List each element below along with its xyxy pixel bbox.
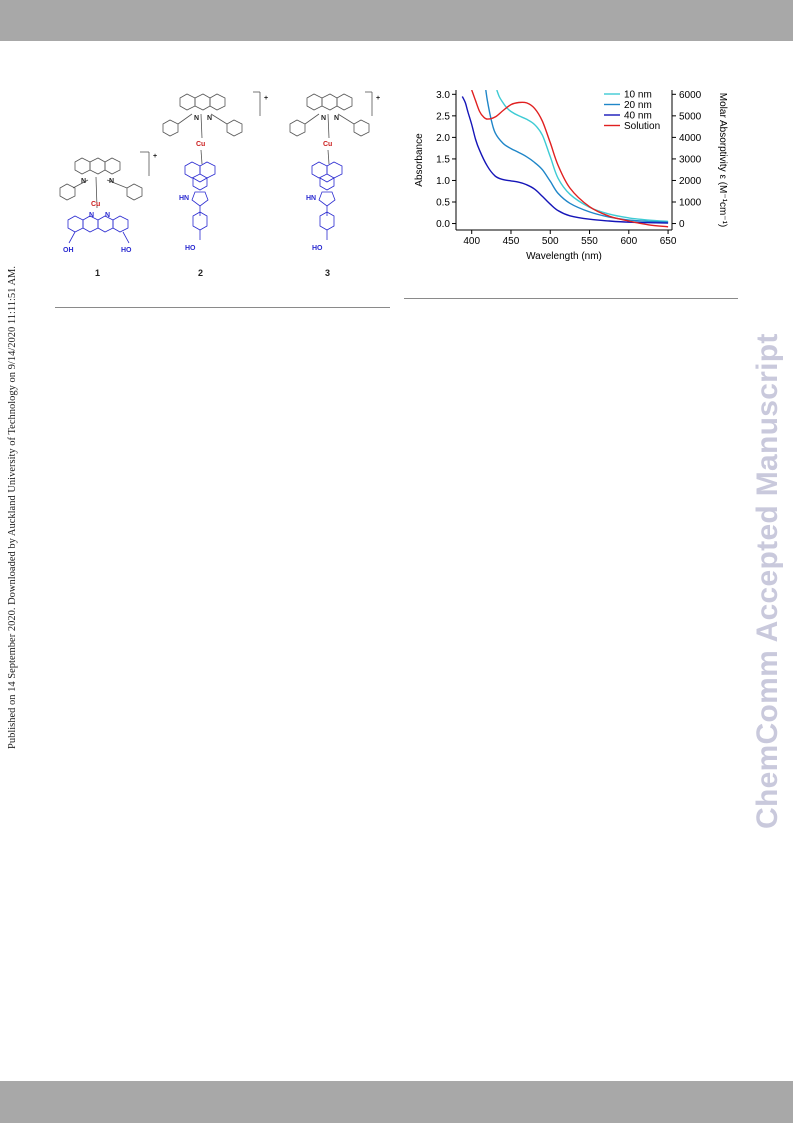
y2-tick-label: 0 [679,219,685,230]
y2-tick-label: 2000 [679,176,702,187]
figure-rule-right [404,298,738,299]
metal-label: Cu [196,141,205,148]
complex-1-structure [59,157,143,209]
charge-2: + [264,95,268,102]
y2-tick-label: 4000 [679,133,702,144]
complex-1-ligand [67,215,130,244]
atom-ho: HO [312,245,323,252]
footer-bar [0,1081,793,1123]
y2-axis-title: Molar Absorptivity ε (M⁻¹cm⁻¹) [717,93,728,227]
y-tick-label: 0.5 [436,198,450,209]
legend-label: Solution [624,121,660,132]
y-axis-title: Absorbance [414,133,425,187]
atom-n: N [194,115,199,122]
legend-label: 40 nm [624,111,652,122]
atom-n: N [334,115,339,122]
atom-ho: HO [121,247,132,254]
figure-rule-left [55,307,390,308]
complex-structures-figure: N N Cu N N OH HO + N N Cu HN HO + N N Cu… [59,91,380,278]
x-tick-label: 400 [463,236,480,247]
complex-3-structure [289,91,373,165]
y2-tick-label: 3000 [679,154,702,165]
complex-3-ligand [311,161,343,240]
x-tick-label: 550 [581,236,598,247]
series-line-10-nm [496,90,669,223]
metal-label: Cu [323,141,332,148]
series-line-solution [471,90,669,228]
atom-hn: HN [306,195,316,202]
publication-note: Published on 14 September 2020. Download… [7,266,18,749]
atom-oh: OH [63,247,74,254]
legend-label: 20 nm [624,100,652,111]
complex-2-structure [162,91,261,165]
atom-n: N [89,212,94,219]
header-bar [0,0,793,41]
atom-n: N [321,115,326,122]
x-tick-label: 600 [620,236,637,247]
charge-1: + [153,153,157,160]
charge-3: + [376,95,380,102]
atom-n: N [81,178,86,185]
y-tick-label: 1.0 [436,176,450,187]
y2-tick-label: 5000 [679,111,702,122]
y-tick-label: 1.5 [436,154,450,165]
x-tick-label: 500 [542,236,559,247]
absorbance-chart: 400 450 500 550 600 650 0.0 0.5 1.0 1.5 2.0 2.5 3.0 0… [414,90,728,263]
metal-label: Cu [91,201,100,208]
y-tick-label: 2.5 [436,111,450,122]
complex-2-ligand [184,161,216,240]
y-tick-label: 0.0 [436,219,450,230]
atom-n: N [207,115,212,122]
atom-n: N [105,212,110,219]
y-tick-label: 2.0 [436,133,450,144]
legend-label: 10 nm [624,90,652,101]
y2-tick-label: 6000 [679,90,702,101]
atom-n: N [109,178,114,185]
y2-tick-label: 1000 [679,198,702,209]
atom-hn: HN [179,195,189,202]
accepted-manuscript-watermark: ChemComm Accepted Manuscript [751,333,784,829]
y-tick-label: 3.0 [436,90,450,101]
x-axis-title: Wavelength (nm) [526,251,602,262]
atom-ho: HO [185,245,196,252]
compound-label-3: 3 [325,268,330,278]
compound-label-1: 1 [95,268,100,278]
compound-label-2: 2 [198,268,203,278]
series-line-40-nm [461,96,669,224]
x-tick-label: 450 [503,236,520,247]
x-tick-label: 650 [660,236,677,247]
